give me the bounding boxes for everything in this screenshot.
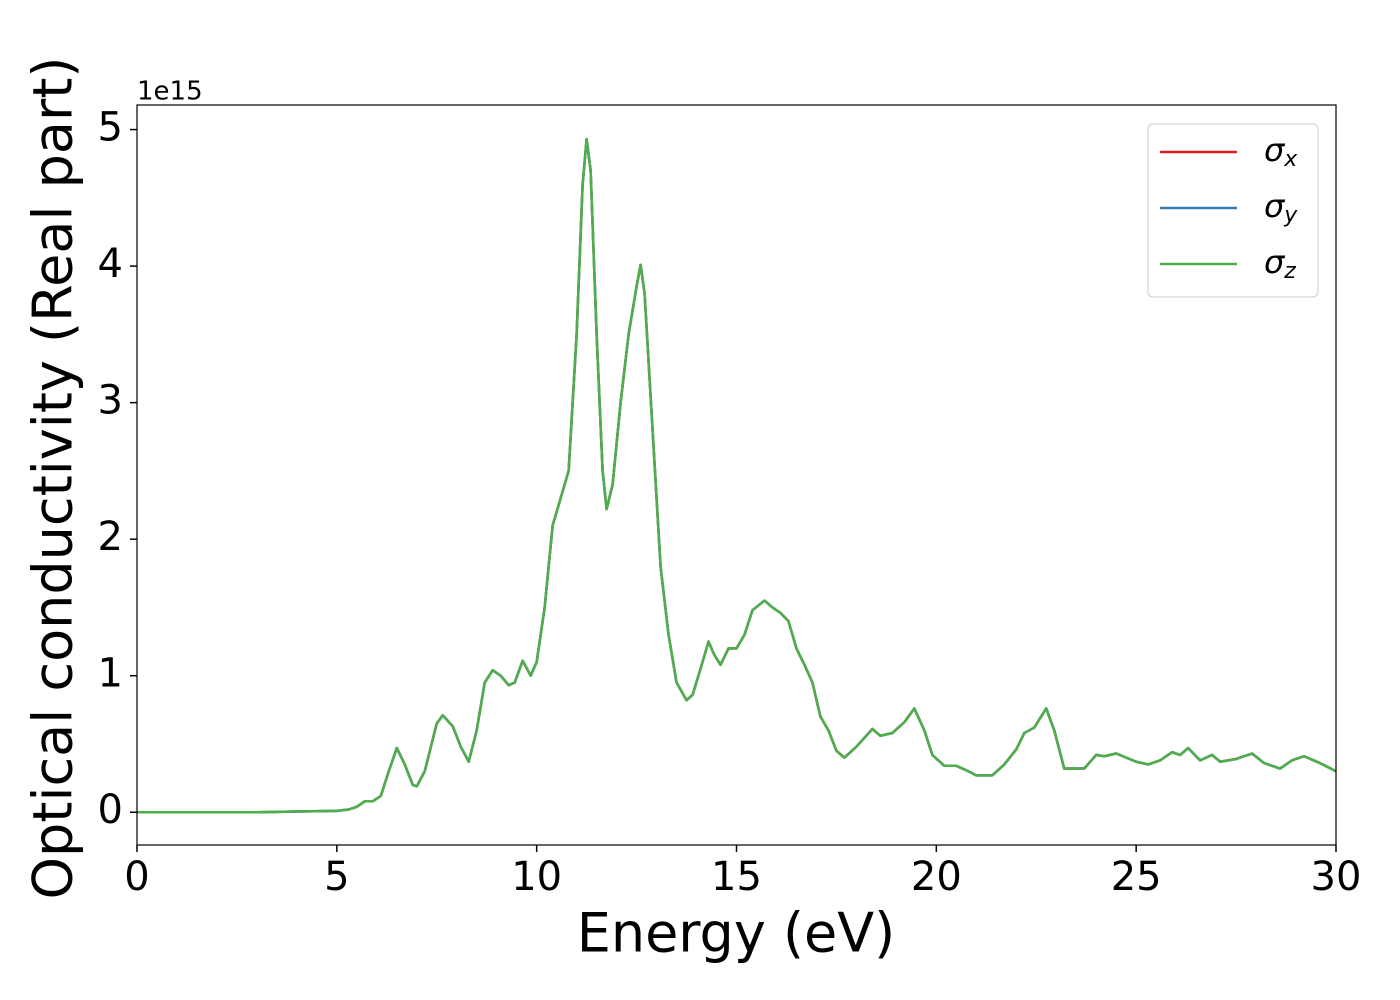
y-tick-label: 4 — [98, 241, 123, 287]
x-axis-label: Energy (eV) — [577, 902, 896, 965]
x-tick-label: 20 — [911, 854, 962, 900]
x-tick-label: 30 — [1311, 854, 1362, 900]
x-tick-label: 10 — [511, 854, 562, 900]
series-line — [137, 137, 1337, 814]
y-tick-label: 2 — [98, 514, 123, 560]
y-tick-label: 0 — [98, 787, 123, 833]
x-tick-label: 0 — [124, 854, 149, 900]
y-tick-label: 5 — [98, 105, 123, 151]
x-tick-label: 5 — [324, 854, 349, 900]
plot-frame — [136, 104, 1337, 846]
x-tick-label: 25 — [1111, 854, 1162, 900]
legend-label: σz — [1264, 243, 1296, 284]
legend-label: σy — [1264, 187, 1298, 228]
y-tick-label: 1 — [98, 651, 123, 697]
y-axis-label: Optical conductivity (Real part) — [22, 57, 85, 900]
x-tick-label: 15 — [711, 854, 762, 900]
legend-box — [1147, 123, 1319, 298]
y-tick-label: 3 — [98, 378, 123, 424]
legend-label: σx — [1264, 131, 1298, 172]
y-offset-label: 1e15 — [137, 77, 203, 107]
